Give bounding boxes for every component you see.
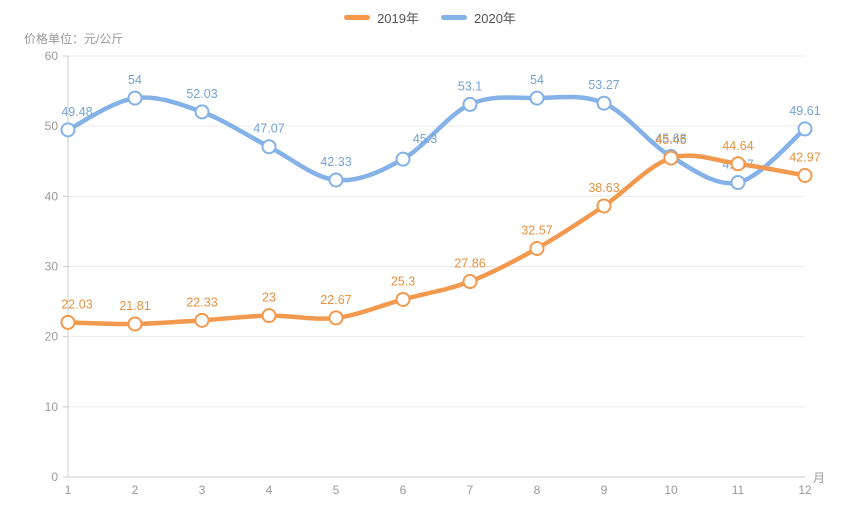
- data-point-2019年[interactable]: [60, 314, 76, 330]
- legend-label-2020: 2020年: [474, 11, 516, 26]
- x-axis-tick-label: 6: [400, 483, 407, 497]
- legend-item-2020[interactable]: 2020年: [441, 8, 516, 27]
- data-label-2020年: 54: [128, 73, 142, 87]
- data-point-2020年[interactable]: [194, 104, 210, 120]
- y-axis-tick-label: 30: [45, 260, 59, 274]
- x-axis-tick-label: 7: [467, 483, 474, 497]
- data-label-2019年: 45.45: [655, 133, 686, 147]
- data-point-2020年[interactable]: [797, 121, 813, 137]
- legend: 2019年 2020年: [0, 8, 860, 27]
- x-axis-tick-label: 3: [199, 483, 206, 497]
- legend-label-2019: 2019年: [377, 11, 419, 26]
- data-point-2019年[interactable]: [596, 198, 612, 214]
- y-axis-tick-label: 50: [45, 119, 59, 133]
- data-point-2019年[interactable]: [730, 156, 746, 172]
- x-axis-tick-label: 12: [798, 483, 812, 497]
- data-label-2019年: 25.3: [391, 274, 415, 288]
- y-axis-tick-label: 20: [45, 330, 59, 344]
- series-line-2019年: [65, 153, 808, 327]
- data-label-2020年: 53.27: [588, 78, 619, 92]
- data-label-2019年: 21.81: [119, 299, 150, 313]
- y-axis-unit-label: 价格单位：元/公斤: [24, 32, 124, 46]
- data-point-2020年[interactable]: [596, 95, 612, 111]
- data-point-2019年[interactable]: [395, 291, 411, 307]
- data-label-2020年: 47.07: [253, 122, 284, 136]
- data-label-2019年: 32.57: [521, 223, 552, 237]
- data-label-2019年: 27.86: [454, 257, 485, 271]
- data-label-2020年: 42.33: [320, 155, 351, 169]
- data-label-2020年: 45.3: [413, 132, 437, 146]
- data-point-2020年[interactable]: [395, 151, 411, 167]
- x-axis-tick-label: 2: [132, 483, 139, 497]
- x-axis-tick-label: 11: [732, 483, 745, 497]
- data-label-2020年: 52.03: [186, 87, 217, 101]
- data-label-2020年: 53.1: [458, 79, 482, 93]
- data-label-2020年: 45.68: [655, 131, 686, 145]
- legend-line-swatch-2020: [441, 15, 467, 20]
- data-label-2020年: 49.48: [61, 105, 92, 119]
- data-point-2019年[interactable]: [663, 150, 679, 166]
- legend-line-swatch-2019: [344, 15, 371, 20]
- data-point-2019年[interactable]: [194, 312, 210, 328]
- x-axis-tick-label: 4: [266, 483, 273, 497]
- data-point-2020年[interactable]: [127, 90, 143, 106]
- data-point-2019年[interactable]: [462, 274, 478, 290]
- data-label-2019年: 22.33: [186, 295, 217, 309]
- y-axis-tick-label: 60: [45, 49, 59, 63]
- legend-item-2019[interactable]: 2019年: [344, 8, 419, 27]
- data-point-2020年[interactable]: [261, 139, 277, 155]
- data-point-2019年[interactable]: [797, 167, 813, 183]
- data-label-2019年: 38.63: [588, 181, 619, 195]
- data-point-2019年[interactable]: [261, 308, 277, 324]
- data-label-2019年: 22.67: [320, 293, 351, 307]
- data-label-2020年: 54: [530, 73, 544, 87]
- data-point-2020年[interactable]: [529, 90, 545, 106]
- data-label-2019年: 23: [262, 291, 276, 305]
- y-axis-tick-label: 10: [45, 400, 59, 414]
- x-axis-tick-label: 5: [333, 483, 340, 497]
- data-point-2020年[interactable]: [462, 96, 478, 112]
- data-label-2019年: 44.64: [722, 139, 753, 153]
- y-axis-tick-label: 0: [51, 470, 58, 484]
- data-point-2019年[interactable]: [127, 316, 143, 332]
- y-axis-tick-label: 40: [45, 189, 59, 203]
- data-label-2019年: 22.03: [61, 297, 92, 311]
- x-axis-tick-label: 1: [65, 483, 72, 497]
- data-label-2020年: 49.61: [789, 104, 820, 118]
- data-point-2019年[interactable]: [328, 310, 344, 326]
- data-point-2020年[interactable]: [730, 175, 746, 191]
- data-point-2020年[interactable]: [60, 122, 76, 138]
- x-axis-tick-label: 10: [664, 483, 678, 497]
- x-axis-tick-label: 8: [534, 483, 541, 497]
- x-axis-unit-label: 月: [813, 471, 826, 485]
- data-point-2020年[interactable]: [328, 172, 344, 188]
- x-axis-tick-label: 9: [601, 483, 608, 497]
- data-label-2019年: 42.97: [789, 150, 820, 164]
- data-point-2019年[interactable]: [529, 240, 545, 256]
